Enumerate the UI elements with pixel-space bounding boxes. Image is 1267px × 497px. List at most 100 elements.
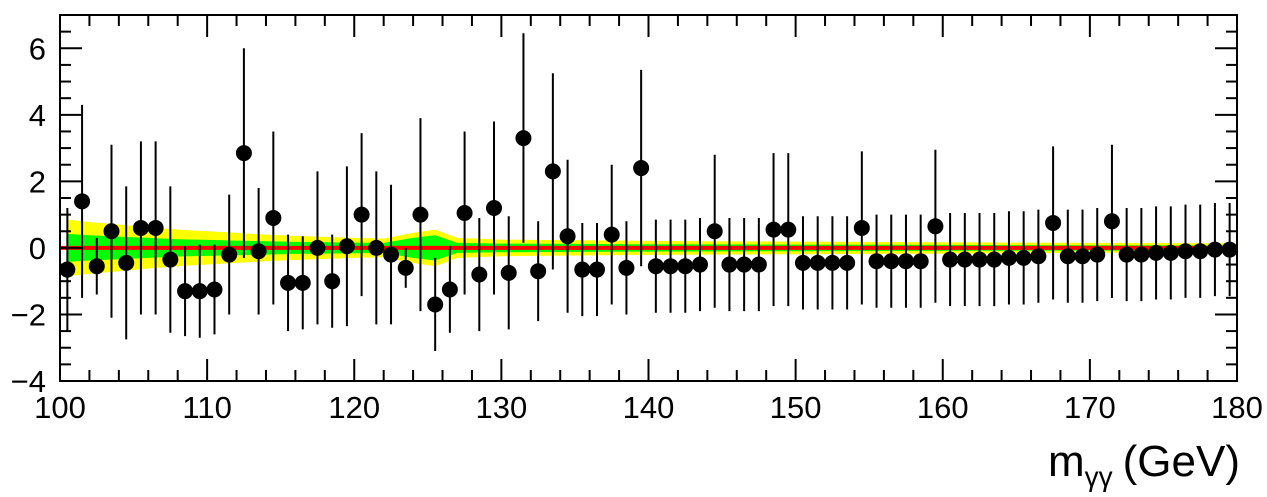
data-point [1089, 246, 1106, 263]
x-tick-label: 150 [770, 390, 822, 425]
x-tick-label: 110 [182, 390, 231, 425]
data-point [618, 259, 635, 276]
data-point [1177, 243, 1194, 260]
y-tick-label: −4 [11, 364, 46, 399]
data-point [338, 238, 355, 255]
data-point [427, 296, 444, 313]
data-point [74, 193, 91, 210]
data-point [691, 256, 708, 273]
data-point [1074, 248, 1091, 265]
data-point [883, 253, 900, 270]
data-point [765, 221, 782, 238]
data-point [780, 221, 797, 238]
data-point [103, 223, 120, 240]
data-point [912, 253, 929, 270]
data-point [809, 254, 826, 271]
data-point [647, 258, 664, 275]
x-tick-label: 170 [1064, 390, 1116, 425]
data-point [456, 204, 473, 221]
data-point [530, 263, 547, 280]
data-point [1148, 244, 1165, 261]
data-point [677, 258, 694, 275]
data-point [603, 226, 620, 243]
data-point [794, 254, 811, 271]
y-tick-label: 0 [29, 231, 46, 266]
data-point [897, 253, 914, 270]
y-tick-label: 4 [29, 98, 46, 133]
data-point [544, 163, 561, 180]
data-point [574, 261, 591, 278]
data-point [500, 264, 517, 281]
data-point [1192, 243, 1209, 260]
data-point [221, 246, 238, 263]
data-point [1133, 246, 1150, 263]
data-point [986, 251, 1003, 268]
data-point [132, 219, 149, 236]
data-point [412, 206, 429, 223]
axis-ticks [59, 14, 1238, 382]
y-tick-label: 6 [29, 31, 46, 66]
data-point [1015, 249, 1032, 266]
data-point [1162, 244, 1179, 261]
tick-labels: 100 110 120 130 140 150 160 170 180 −4 −2 0 2 4 6 [11, 31, 1263, 425]
data-point [736, 256, 753, 273]
data-point [280, 274, 297, 291]
data-point [177, 283, 194, 300]
data-point [853, 219, 870, 236]
data-point [191, 283, 208, 300]
data-point [309, 239, 326, 256]
data-point [206, 281, 223, 298]
data-point [118, 254, 135, 271]
data-points [59, 33, 1238, 352]
data-point [368, 239, 385, 256]
data-point [1206, 241, 1223, 258]
data-point [1059, 248, 1076, 265]
data-point [824, 254, 841, 271]
data-point [1045, 214, 1062, 231]
data-point [927, 218, 944, 235]
data-point [235, 145, 252, 162]
data-point [353, 206, 370, 223]
data-point [1000, 249, 1017, 266]
x-tick-label: 100 [34, 390, 86, 425]
data-point [383, 246, 400, 263]
data-point [589, 261, 606, 278]
data-point [147, 219, 164, 236]
data-point [633, 160, 650, 177]
data-point [486, 199, 503, 216]
data-point [515, 130, 532, 147]
data-point [721, 256, 738, 273]
x-tick-label: 140 [623, 390, 675, 425]
data-point [265, 209, 282, 226]
y-tick-label: 2 [29, 164, 46, 199]
data-point [324, 273, 341, 290]
data-point [750, 256, 767, 273]
data-point [88, 258, 105, 275]
data-point [706, 223, 723, 240]
data-point [250, 243, 267, 260]
data-point [1118, 246, 1135, 263]
data-point [441, 281, 458, 298]
data-point [1103, 213, 1120, 230]
x-tick-label: 180 [1211, 390, 1263, 425]
data-point [839, 254, 856, 271]
data-point [942, 251, 959, 268]
data-point [1030, 248, 1047, 265]
data-point [294, 274, 311, 291]
x-tick-label: 120 [328, 390, 380, 425]
plot-frame [59, 14, 1238, 382]
x-tick-label: 160 [917, 390, 969, 425]
data-point [162, 251, 179, 268]
data-point [868, 253, 885, 270]
data-point [971, 251, 988, 268]
y-tick-label: −2 [11, 297, 46, 332]
data-point [397, 259, 414, 276]
data-point [956, 251, 973, 268]
data-point [662, 258, 679, 275]
x-axis-label: mγγ (GeV) [1048, 437, 1240, 492]
data-point [471, 266, 488, 283]
x-tick-label: 130 [476, 390, 528, 425]
data-point [559, 228, 576, 245]
data-point [1221, 241, 1238, 258]
